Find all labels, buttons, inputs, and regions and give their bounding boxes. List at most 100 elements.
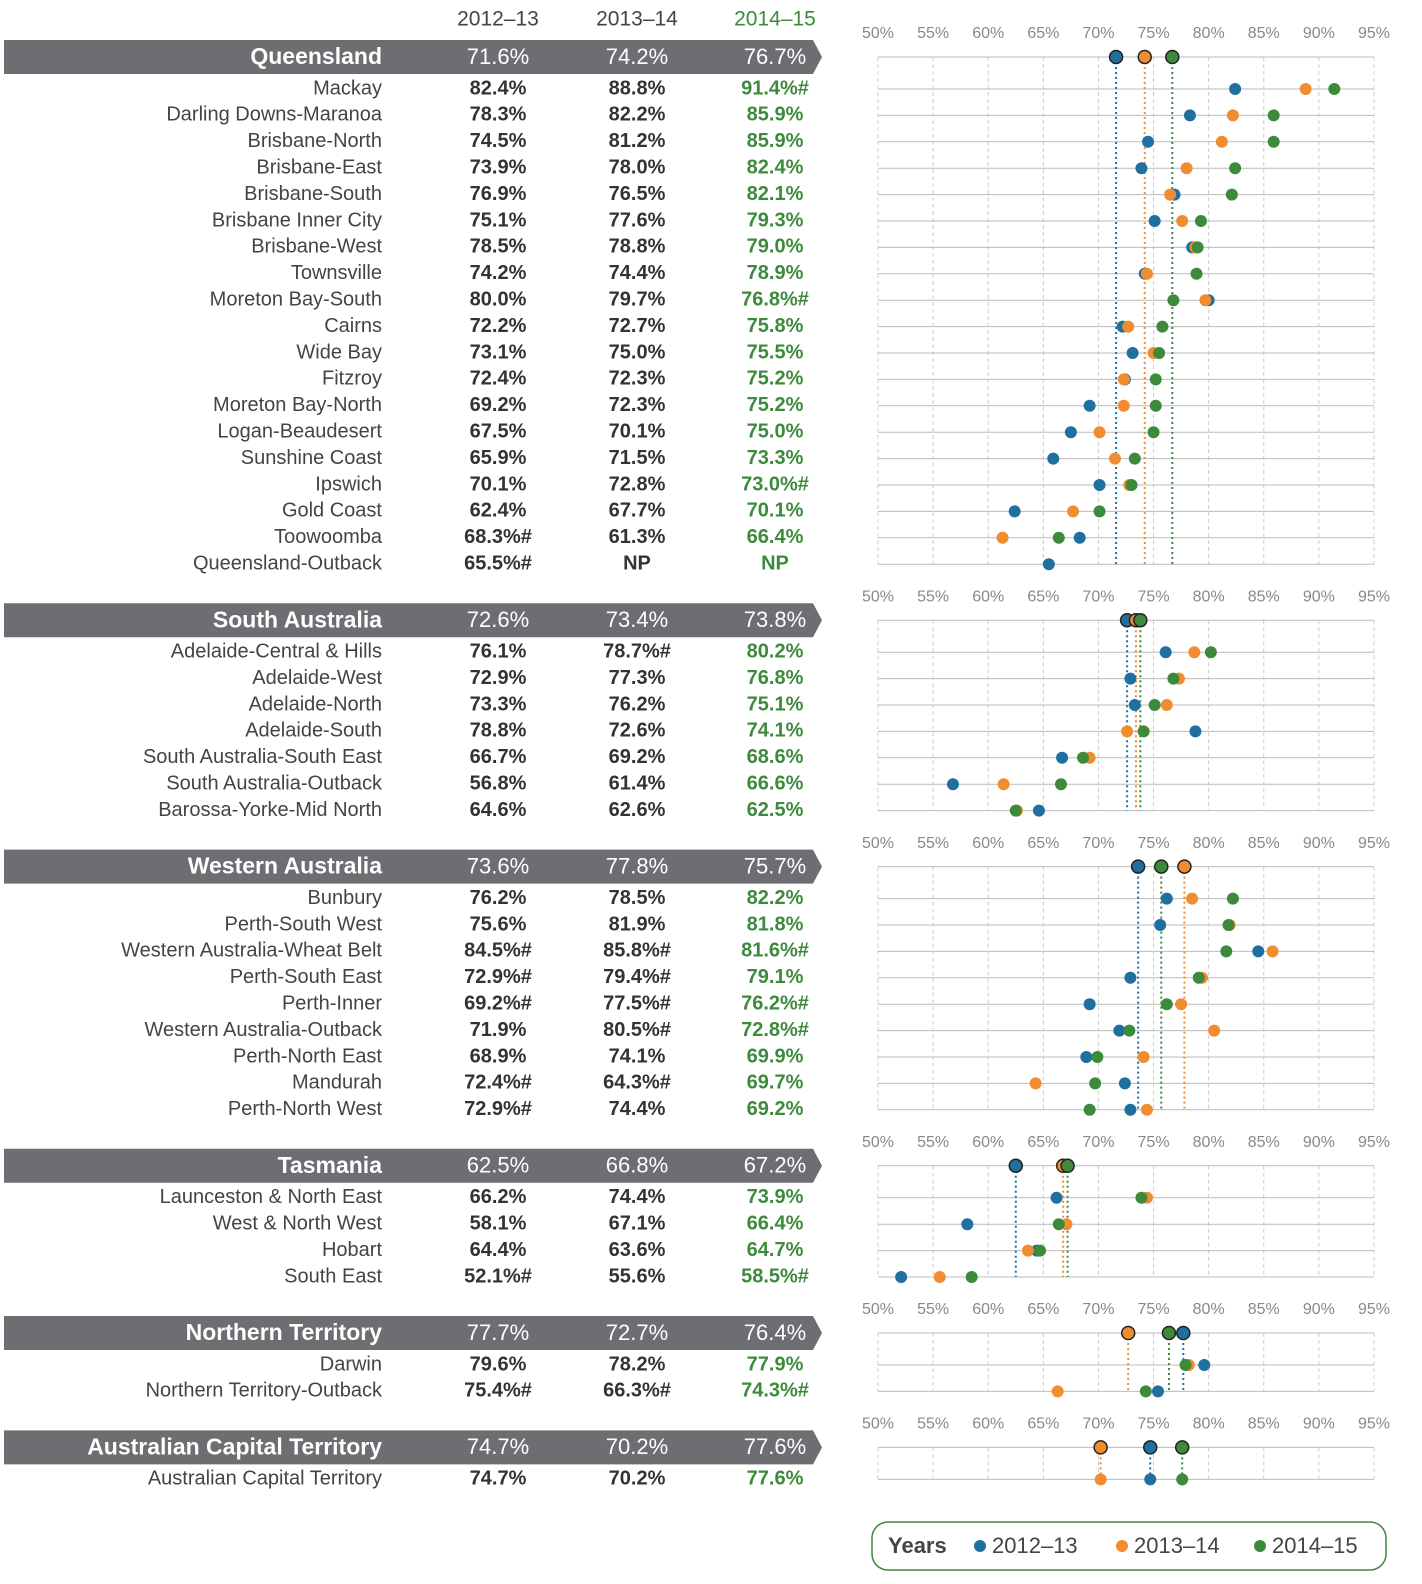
row-value: 52.1%# [464, 1265, 532, 1287]
row-value: 69.2% [747, 1098, 804, 1120]
dot [1073, 531, 1086, 544]
row-value: 78.0% [609, 156, 666, 178]
group-value: 76.7% [744, 44, 806, 69]
x-tick-label: 60% [972, 835, 1004, 852]
row-value: 79.7% [609, 288, 666, 310]
column-header: 2014–15 [734, 8, 816, 31]
x-tick-label: 65% [1027, 25, 1059, 42]
dot [1093, 426, 1106, 439]
dot [1183, 109, 1196, 122]
row-value: 69.2% [470, 394, 527, 416]
dot [1083, 998, 1096, 1011]
row-value: 72.3% [609, 368, 666, 390]
legend-label: 2014–15 [1272, 1533, 1358, 1558]
dot [1052, 1218, 1065, 1231]
dot [1117, 373, 1130, 386]
row-value: 72.9%# [464, 966, 532, 988]
legend-title: Years [888, 1533, 947, 1558]
row-value: 69.7% [747, 1072, 804, 1094]
dot [1021, 1244, 1034, 1257]
dot [1188, 646, 1201, 659]
group-value: 75.7% [744, 853, 806, 878]
dot [933, 1271, 946, 1283]
row-value: NP [761, 552, 789, 574]
row-value: 72.8%# [741, 1019, 809, 1041]
row-value: 79.0% [747, 236, 804, 258]
row-value: 62.5% [747, 799, 804, 821]
row-value: 73.1% [470, 341, 527, 363]
row-value: 61.3% [609, 526, 666, 548]
row-value: 78.2% [609, 1353, 666, 1375]
row-value: 79.6% [470, 1353, 527, 1375]
dot [1050, 1191, 1063, 1204]
group-dot [1154, 859, 1169, 874]
dot [1124, 1103, 1137, 1116]
row-name: Ipswich [315, 473, 382, 495]
row-name: Adelaide-North [249, 693, 382, 715]
dot [1117, 399, 1130, 412]
x-tick-label: 95% [1358, 835, 1390, 852]
group-value: 73.4% [606, 607, 668, 632]
dot [1190, 267, 1203, 280]
row-value: 76.5% [609, 183, 666, 205]
row-value: 75.4%# [464, 1380, 532, 1402]
dot [1032, 804, 1045, 817]
row-value: 73.0%# [741, 473, 809, 495]
x-tick-label: 95% [1358, 1416, 1390, 1433]
group-header-bar [4, 1148, 822, 1183]
group-dot [1008, 1158, 1024, 1174]
row-name: Bunbury [308, 887, 383, 909]
dot [1160, 998, 1173, 1011]
dot [1226, 892, 1239, 905]
row-name: Moreton Bay-South [210, 288, 382, 310]
dot [1159, 646, 1172, 659]
row-value: 74.7% [470, 1468, 527, 1490]
x-tick-label: 75% [1138, 1134, 1170, 1151]
group-dot [1108, 49, 1124, 65]
row-name: Hobart [322, 1239, 382, 1261]
row-value: 78.9% [747, 262, 804, 284]
x-tick-label: 55% [917, 25, 949, 42]
dot [1299, 83, 1312, 95]
x-tick-label: 85% [1248, 1134, 1280, 1151]
row-value: 82.2% [609, 104, 666, 126]
row-name: South East [284, 1265, 382, 1287]
row-value: 62.4% [470, 500, 527, 522]
dot [1083, 399, 1096, 412]
dot [1064, 426, 1077, 439]
row-name: Barossa-Yorke-Mid North [158, 799, 382, 821]
row-name: Australian Capital Territory [148, 1468, 382, 1490]
row-value: 72.9% [470, 667, 527, 689]
x-tick-label: 75% [1138, 1416, 1170, 1433]
x-tick-label: 70% [1082, 1134, 1114, 1151]
row-value: 73.9% [747, 1186, 804, 1208]
x-tick-label: 75% [1138, 588, 1170, 605]
group-value: 74.2% [606, 44, 668, 69]
group-value: 67.2% [744, 1153, 806, 1178]
row-value: 66.3%# [603, 1380, 671, 1402]
row-value: 78.8% [470, 720, 527, 742]
dot [1128, 452, 1141, 465]
row-value: 68.6% [747, 746, 804, 768]
row-value: 79.3% [747, 209, 804, 231]
row-name: Perth-North East [233, 1045, 382, 1067]
row-name: Queensland-Outback [193, 552, 383, 574]
dot [895, 1271, 908, 1283]
row-value: 76.1% [470, 640, 527, 662]
row-value: NP [623, 552, 651, 574]
row-name: Moreton Bay-North [213, 394, 382, 416]
dot [1125, 479, 1138, 491]
group-value: 76.4% [744, 1320, 806, 1345]
x-tick-label: 65% [1027, 1416, 1059, 1433]
dot [1204, 646, 1217, 659]
group-value: 72.7% [606, 1320, 668, 1345]
row-name: Darwin [320, 1353, 382, 1375]
dot [1194, 215, 1207, 227]
row-value: 72.7% [609, 315, 666, 337]
row-value: 75.2% [747, 368, 804, 390]
group-value: 77.7% [467, 1320, 529, 1345]
row-value: 88.8% [609, 77, 666, 99]
dot [1034, 1244, 1047, 1257]
dot [1267, 109, 1280, 122]
